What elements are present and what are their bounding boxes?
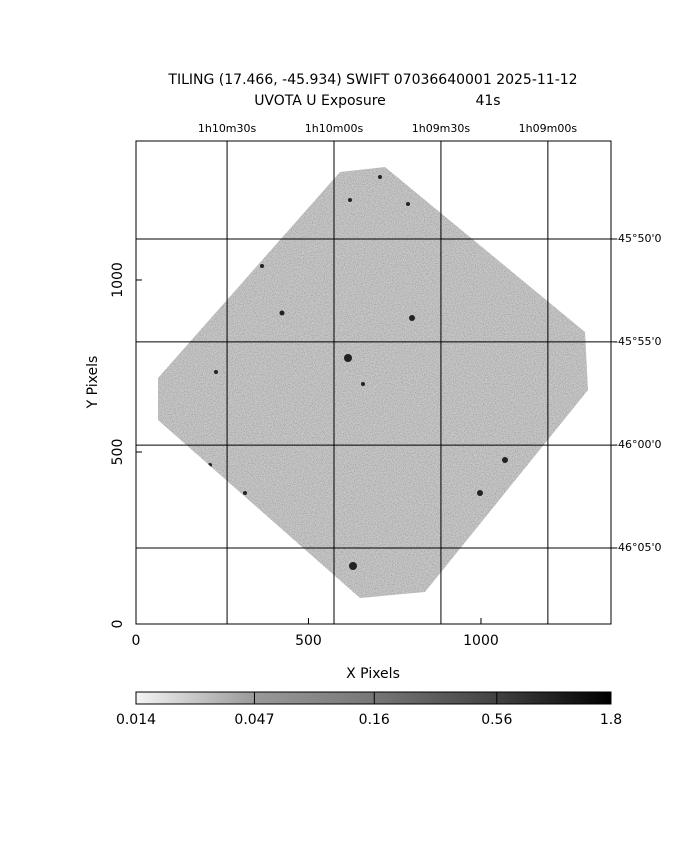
x-axis-label: X Pixels <box>346 666 400 682</box>
y2-tick-label: -46°05'0 <box>614 541 662 554</box>
colorbar <box>135 691 612 705</box>
y2-tick-label: -45°50'0 <box>614 232 662 245</box>
y-tick-label: 500 <box>110 439 126 466</box>
x2-tick-label: 1h10m30s <box>198 122 257 135</box>
x-tick-label: 500 <box>295 633 322 649</box>
exposure: 41s <box>475 93 500 109</box>
y-axis-label: Y Pixels <box>85 356 101 410</box>
sky-image <box>158 167 588 598</box>
y2-tick-label: -46°00'0 <box>614 438 662 451</box>
y-tick-label: 1000 <box>110 262 126 298</box>
colorbar-tick-label: 0.047 <box>234 712 274 728</box>
x2-tick-label: 1h09m30s <box>412 122 471 135</box>
x-tick-label: 1000 <box>463 633 499 649</box>
plot-frame <box>135 140 612 625</box>
colorbar-tick-label: 1.8 <box>600 712 622 728</box>
x-tick-label: 0 <box>132 633 141 649</box>
title: TILING (17.466, -45.934) SWIFT 070366400… <box>167 72 577 88</box>
colorbar-tick-label: 0.56 <box>481 712 512 728</box>
colorbar-tick-label: 0.014 <box>116 712 156 728</box>
x2-tick-label: 1h10m00s <box>305 122 364 135</box>
x2-tick-label: 1h09m00s <box>519 122 578 135</box>
colorbar-tick-label: 0.16 <box>359 712 390 728</box>
y-tick-label: 0 <box>110 620 126 629</box>
subtitle: UVOTA U Exposure <box>254 93 386 109</box>
y2-tick-label: -45°55'0 <box>614 335 662 348</box>
